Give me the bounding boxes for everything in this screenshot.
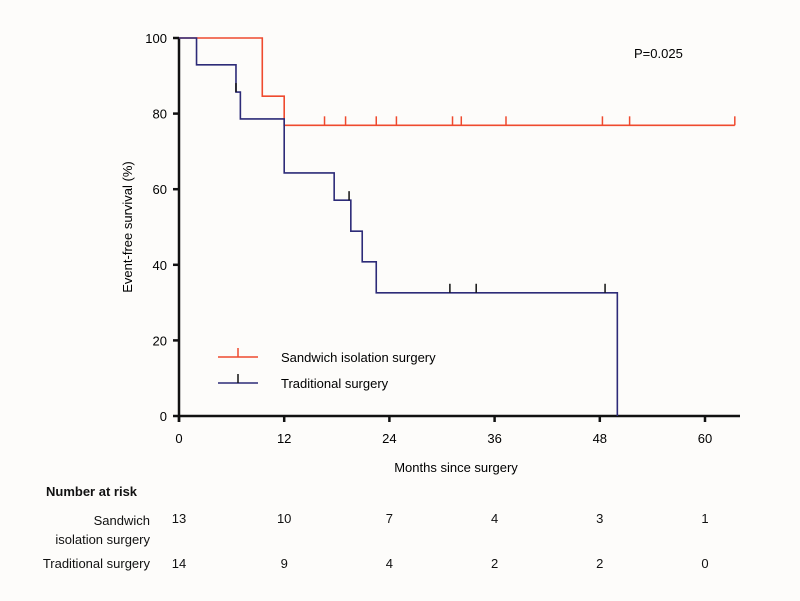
x-tick-label: 24 <box>382 431 396 446</box>
x-tick-label: 60 <box>698 431 712 446</box>
risk-count: 3 <box>596 511 604 526</box>
y-tick-label: 20 <box>153 333 167 348</box>
risk-count: 14 <box>171 556 187 571</box>
risk-count: 2 <box>596 556 604 571</box>
x-tick-label: 12 <box>277 431 291 446</box>
p-value-annotation: P=0.025 <box>634 46 683 61</box>
risk-row-label-sandwich: Sandwich isolation surgery <box>55 511 150 549</box>
risk-label-line2: isolation surgery <box>55 532 150 547</box>
y-tick-label: 80 <box>153 107 167 122</box>
risk-count: 4 <box>490 511 499 526</box>
y-tick-label: 40 <box>153 258 167 273</box>
y-tick-label: 100 <box>145 31 167 46</box>
legend-label: Sandwich isolation surgery <box>281 350 436 365</box>
y-tick-label: 0 <box>160 409 167 424</box>
y-tick-label: 60 <box>153 182 167 197</box>
risk-count: 4 <box>385 556 394 571</box>
risk-count: 2 <box>490 556 499 571</box>
x-tick-label: 0 <box>175 431 182 446</box>
x-tick-label: 48 <box>593 431 607 446</box>
x-axis-label: Months since surgery <box>394 460 518 475</box>
risk-label-line1: Sandwich <box>93 513 150 528</box>
risk-count: 0 <box>701 556 709 571</box>
y-axis-label: Event-free survival (%) <box>120 161 135 292</box>
risk-row-label-traditional: Traditional surgery <box>42 556 150 571</box>
risk-count: 7 <box>385 511 394 526</box>
risk-table-title: Number at risk <box>46 484 138 499</box>
risk-count: 9 <box>280 556 288 571</box>
risk-count: 1 <box>701 511 709 526</box>
risk-count: 13 <box>171 511 187 526</box>
km-curve-0 <box>179 37 735 127</box>
km-curve-1 <box>179 37 619 416</box>
legend-label: Traditional surgery <box>281 376 389 391</box>
risk-count: 10 <box>276 511 292 526</box>
x-tick-label: 36 <box>487 431 501 446</box>
